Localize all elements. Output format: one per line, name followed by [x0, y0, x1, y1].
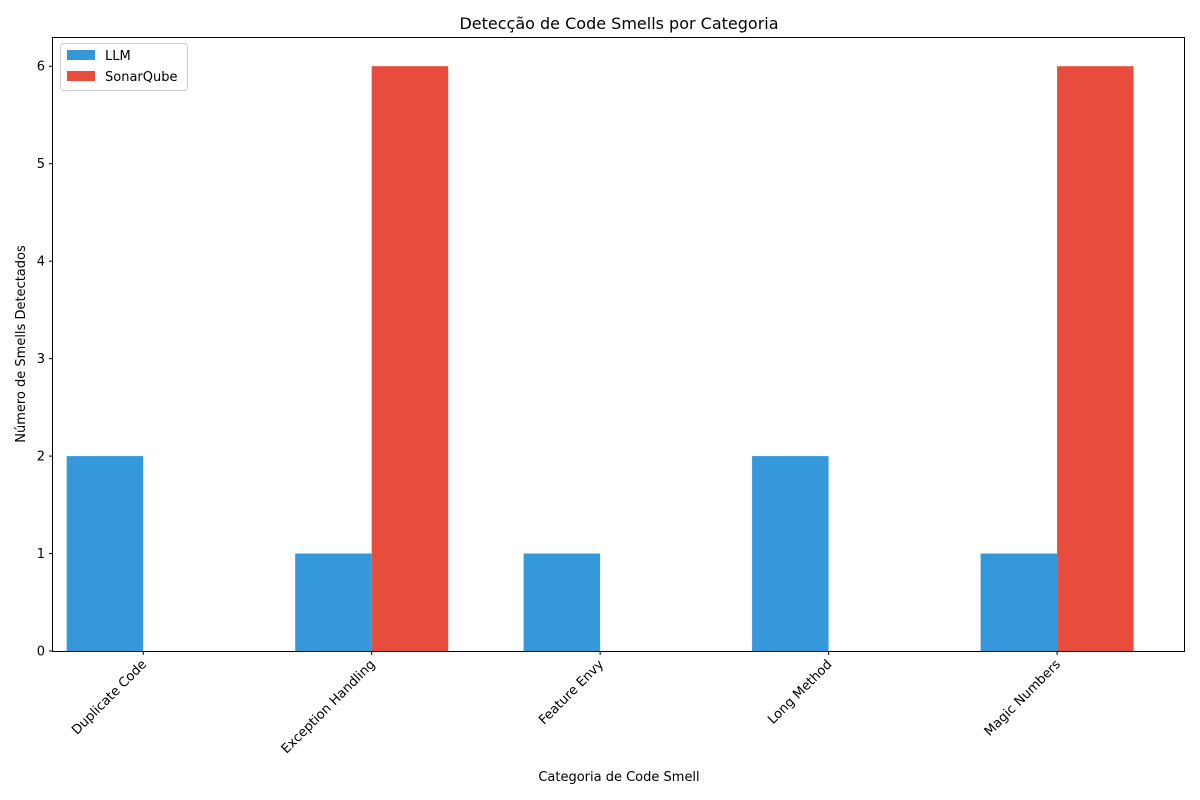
bar-llm-feature-envy: [523, 553, 601, 651]
y-tick-label: 0: [37, 645, 45, 660]
bar-sonarqube-magic-numbers: [1057, 66, 1134, 651]
legend: LLM SonarQube: [60, 43, 188, 91]
bar-llm-exception-handling: [295, 553, 372, 651]
x-axis-label: Categoria de Code Smell: [538, 770, 699, 785]
y-tick-label: 2: [37, 450, 45, 465]
bar-llm-long-method: [752, 456, 829, 651]
y-axis: 0 1 2 3 4 5 6: [37, 60, 53, 660]
y-tick-label: 1: [37, 547, 45, 562]
y-axis-label: Número de Smells Detectados: [14, 245, 29, 443]
legend-label-sonarqube: SonarQube: [105, 70, 177, 85]
legend-swatch-sonarqube: [67, 71, 95, 81]
chart-title: Detecção de Code Smells por Categoria: [459, 14, 778, 33]
legend-swatch-llm: [67, 50, 95, 60]
y-tick-label: 5: [37, 157, 45, 172]
bar-llm-duplicate-code: [66, 456, 144, 651]
y-tick-label: 3: [37, 352, 45, 367]
plot-area: [66, 66, 1134, 651]
y-tick-label: 6: [37, 60, 45, 75]
legend-label-llm: LLM: [105, 49, 131, 64]
y-tick-label: 4: [37, 255, 45, 270]
bar-llm-magic-numbers: [980, 553, 1058, 651]
plot-frame: [52, 37, 1185, 652]
bar-sonarqube-exception-handling: [371, 66, 449, 651]
